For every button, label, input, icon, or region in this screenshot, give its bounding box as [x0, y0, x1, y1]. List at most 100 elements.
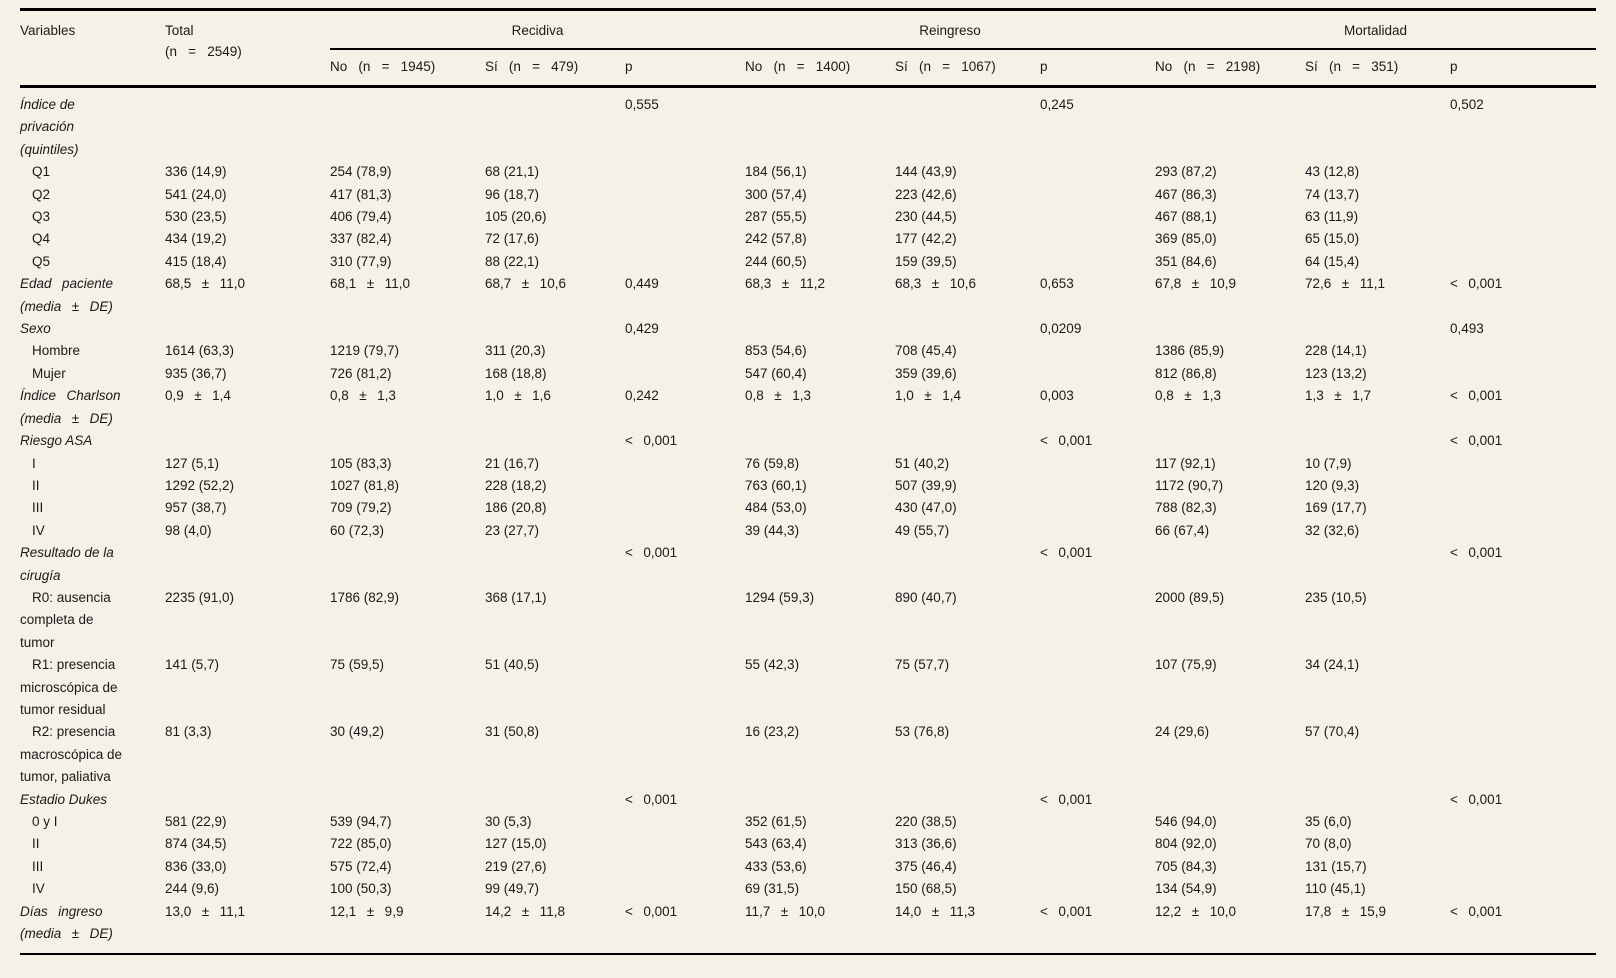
reingreso-p-cell [1040, 654, 1155, 721]
mortalidad-no-cell: 788 (82,3) [1155, 500, 1217, 516]
mortalidad-si-cell: 35 (6,0) [1305, 814, 1352, 829]
row-label-cell: I [32, 455, 36, 471]
recidiva-si-cell: 68,7 ± 10,6 [485, 276, 566, 292]
row-label-cell: R1: presencia microscópica de tumor resi… [20, 657, 118, 717]
table-row: Riesgo ASA < 0,001 < 0,001 < 0,001 [20, 430, 1596, 452]
recidiva-si-cell: 51 (40,5) [485, 657, 540, 673]
reingreso-p-cell: 0,653 [1040, 276, 1074, 292]
recidiva-p-cell [625, 856, 745, 878]
row-label-cell: Edad paciente (media ± DE) [20, 276, 114, 314]
reingreso-no-cell [745, 542, 895, 587]
recidiva-p-cell [625, 833, 745, 855]
mortalidad-si-cell: 123 (13,2) [1305, 365, 1367, 381]
recidiva-no-cell: 105 (83,3) [330, 455, 392, 471]
recidiva-p-cell: < 0,001 [625, 903, 678, 919]
row-label-cell: II [32, 836, 40, 852]
total-cell [165, 87, 330, 162]
reingreso-no-cell [745, 789, 895, 811]
recidiva-no-cell: 337 (82,4) [330, 231, 392, 247]
mortalidad-no-cell: 705 (84,3) [1155, 858, 1217, 874]
row-label-cell: Riesgo ASA [20, 433, 93, 449]
total-cell: 336 (14,9) [165, 164, 227, 180]
reingreso-p-cell [1040, 587, 1155, 654]
recidiva-p-cell: 0,242 [625, 388, 659, 404]
recidiva-no-cell: 417 (81,3) [330, 186, 392, 202]
total-cell: 415 (18,4) [165, 253, 227, 269]
reingreso-no-cell: 0,8 ± 1,3 [745, 388, 811, 404]
mortalidad-si-cell [1305, 542, 1450, 587]
recidiva-no-cell: 30 (49,2) [330, 724, 385, 740]
col-header-total: Total (n = 2549) [165, 9, 330, 88]
row-label-cell: Q5 [32, 253, 51, 269]
mortalidad-no-cell: 0,8 ± 1,3 [1155, 388, 1221, 404]
recidiva-si-cell: 96 (18,7) [485, 186, 540, 202]
recidiva-p-cell [625, 161, 745, 183]
mortalidad-no-cell: 134 (54,9) [1155, 881, 1217, 897]
mortalidad-p-cell [1450, 184, 1596, 206]
mortalidad-no-cell: 107 (75,9) [1155, 657, 1217, 673]
recidiva-p-cell [625, 184, 745, 206]
recidiva-p-cell [625, 721, 745, 788]
row-label-cell: Índice de privación (quintiles) [20, 97, 79, 157]
recidiva-no-cell [330, 318, 485, 340]
row-label-cell: Días ingreso (media ± DE) [20, 903, 113, 942]
reingreso-si-cell: 220 (38,5) [895, 814, 957, 829]
row-label-cell: IV [32, 522, 45, 538]
table-row: 0 y I 581 (22,9) 539 (94,7) 30 (5,3) 352… [20, 811, 1596, 833]
reingreso-p-cell [1040, 878, 1155, 900]
recidiva-p-cell: 0,429 [625, 321, 659, 337]
reingreso-no-cell: 1294 (59,3) [745, 589, 815, 605]
table-row: III 836 (33,0) 575 (72,4) 219 (27,6) 433… [20, 856, 1596, 878]
mortalidad-p-cell [1450, 228, 1596, 250]
recidiva-no-cell: 709 (79,2) [330, 500, 392, 516]
reingreso-si-cell: 75 (57,7) [895, 657, 950, 673]
table-row: Resultado de la cirugía < 0,001 < 0,001 … [20, 542, 1596, 587]
recidiva-p-cell [625, 475, 745, 497]
table-row: R1: presencia microscópica de tumor resi… [20, 654, 1596, 721]
reingreso-si-cell: 313 (36,6) [895, 836, 957, 852]
row-label-cell: Estadio Dukes [20, 791, 108, 807]
mortalidad-si-cell: 74 (13,7) [1305, 186, 1360, 202]
recidiva-no-cell: 310 (77,9) [330, 253, 392, 269]
reingreso-no-cell: 69 (31,5) [745, 881, 800, 897]
row-label-cell: Hombre [32, 343, 81, 359]
recidiva-p-cell [625, 878, 745, 900]
mortalidad-p-cell [1450, 811, 1596, 833]
total-cell: 141 (5,7) [165, 657, 220, 673]
table-body: Índice de privación (quintiles) 0,555 0,… [20, 87, 1596, 955]
mortalidad-si-cell: 131 (15,7) [1305, 858, 1367, 874]
reingreso-si-cell: 68,3 ± 10,6 [895, 276, 976, 292]
reingreso-no-cell [745, 87, 895, 162]
mortalidad-si-cell: 65 (15,0) [1305, 231, 1360, 247]
mortalidad-p-cell: < 0,001 [1450, 388, 1503, 404]
recidiva-no-cell: 1786 (82,9) [330, 589, 400, 605]
mortalidad-p-cell [1450, 721, 1596, 788]
header-group-row: Variables Total (n = 2549) Recidiva Rein… [20, 9, 1597, 88]
reingreso-no-cell [745, 318, 895, 340]
mortalidad-p-cell [1450, 856, 1596, 878]
mortalidad-si-cell: 43 (12,8) [1305, 164, 1360, 180]
total-cell [165, 430, 330, 452]
recidiva-si-cell: 1,0 ± 1,6 [485, 388, 551, 404]
total-cell: 98 (4,0) [165, 522, 212, 538]
reingreso-si-cell [895, 87, 1040, 162]
reingreso-p-cell [1040, 856, 1155, 878]
total-cell: 244 (9,6) [165, 881, 220, 897]
recidiva-si-cell [485, 430, 625, 452]
mortalidad-p-cell [1450, 161, 1596, 183]
mortalidad-si-cell: 64 (15,4) [1305, 253, 1360, 269]
table-row: Índice Charlson (media ± DE) 0,9 ± 1,4 0… [20, 385, 1596, 430]
mortalidad-no-cell [1155, 789, 1305, 811]
mortalidad-si-cell: 57 (70,4) [1305, 724, 1360, 740]
col-header-reingreso-no: No (n = 1400) [745, 49, 896, 88]
reingreso-si-cell: 230 (44,5) [895, 209, 957, 225]
col-header-mortalidad-p: p [1450, 49, 1597, 88]
reingreso-p-cell [1040, 340, 1155, 362]
table-row: IV 98 (4,0) 60 (72,3) 23 (27,7) 39 (44,3… [20, 520, 1596, 542]
mortalidad-no-cell: 467 (86,3) [1155, 186, 1217, 202]
mortalidad-si-cell: 235 (10,5) [1305, 589, 1367, 605]
reingreso-p-cell [1040, 721, 1155, 788]
row-label-cell: II [32, 477, 40, 493]
mortalidad-p-cell [1450, 340, 1596, 362]
recidiva-no-cell: 0,8 ± 1,3 [330, 388, 396, 404]
